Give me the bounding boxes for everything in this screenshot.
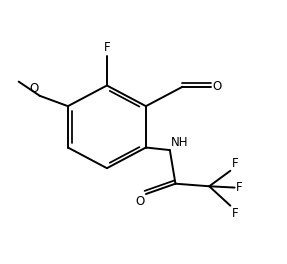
- Text: NH: NH: [171, 136, 188, 149]
- Text: F: F: [232, 157, 238, 170]
- Text: O: O: [29, 82, 38, 95]
- Text: F: F: [236, 181, 242, 194]
- Text: O: O: [212, 80, 221, 93]
- Text: F: F: [104, 41, 110, 54]
- Text: O: O: [135, 195, 144, 208]
- Text: F: F: [232, 207, 238, 220]
